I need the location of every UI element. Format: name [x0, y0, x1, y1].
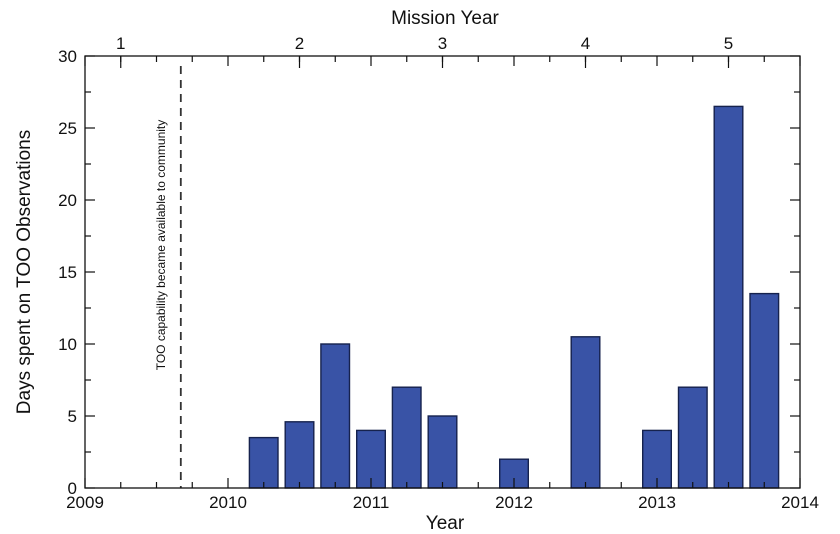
too-availability-annotation: TOO capability became available to commu…	[154, 120, 168, 371]
bar-11	[749, 292, 780, 489]
ticks-layer: 2009 2010 2011 2012 2013 2014 0 5 10 15 20 25 30 1 2 3 4…	[58, 34, 819, 512]
x-axis-label: Year	[426, 513, 465, 534]
y-axis-label: Days spent on TOO Observations	[14, 130, 35, 414]
y-tick-label: 5	[68, 407, 77, 426]
top-tick-label: 2	[295, 34, 304, 53]
bar-5	[427, 415, 458, 489]
top-tick-label: 3	[438, 34, 447, 53]
y-tick-label: 20	[58, 191, 77, 210]
bar-9	[677, 386, 708, 489]
x-tick-label: 2012	[495, 493, 533, 512]
bar-7	[570, 336, 601, 489]
top-tick-label: 5	[724, 34, 733, 53]
bar-10	[713, 105, 744, 489]
x-tick-label: 2011	[353, 493, 390, 512]
bar-0	[248, 436, 279, 489]
top-tick-label: 1	[116, 34, 125, 53]
y-tick-label: 25	[58, 119, 77, 138]
bars-layer	[248, 105, 780, 489]
bar-2	[320, 343, 351, 489]
y-tick-label: 30	[58, 47, 77, 66]
top-axis-label: Mission Year	[391, 8, 499, 29]
x-tick-label: 2014	[781, 493, 819, 512]
x-tick-label: 2010	[209, 493, 247, 512]
y-tick-label: 15	[58, 263, 77, 282]
x-tick-label: 2013	[638, 493, 676, 512]
bar-1	[284, 421, 315, 489]
bar-4	[391, 386, 422, 489]
x-tick-label: 2009	[66, 493, 104, 512]
top-tick-label: 4	[581, 34, 590, 53]
y-tick-label: 10	[58, 335, 77, 354]
y-tick-label: 0	[68, 479, 77, 498]
